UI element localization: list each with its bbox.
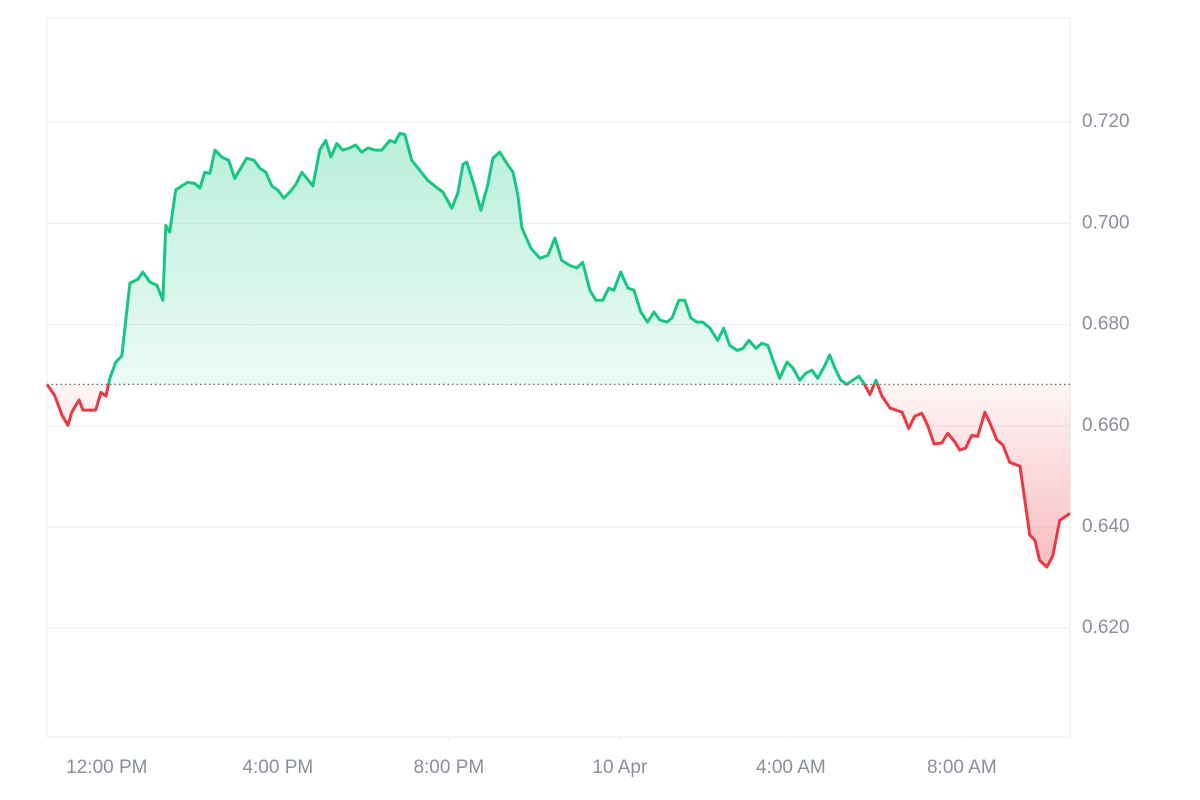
- y-tick-label: 0.660: [1082, 415, 1130, 436]
- x-tick-label: 4:00 PM: [242, 757, 313, 778]
- y-tick-label: 0.700: [1082, 212, 1130, 233]
- y-tick-label: 0.640: [1082, 516, 1130, 537]
- plot-frame: [46, 17, 1071, 738]
- x-tick-label: 12:00 PM: [66, 757, 147, 778]
- x-tick-label: 10 Apr: [592, 757, 648, 778]
- y-tick-label: 0.720: [1082, 111, 1130, 132]
- y-tick-label: 0.680: [1082, 314, 1130, 335]
- y-tick-label: 0.620: [1082, 617, 1130, 638]
- x-tick-label: 4:00 AM: [756, 757, 826, 778]
- area-fill: [47, 133, 1070, 567]
- x-tick-label: 8:00 AM: [927, 757, 997, 778]
- price-line: [45, 131, 1071, 569]
- x-tick-label: 8:00 PM: [413, 757, 484, 778]
